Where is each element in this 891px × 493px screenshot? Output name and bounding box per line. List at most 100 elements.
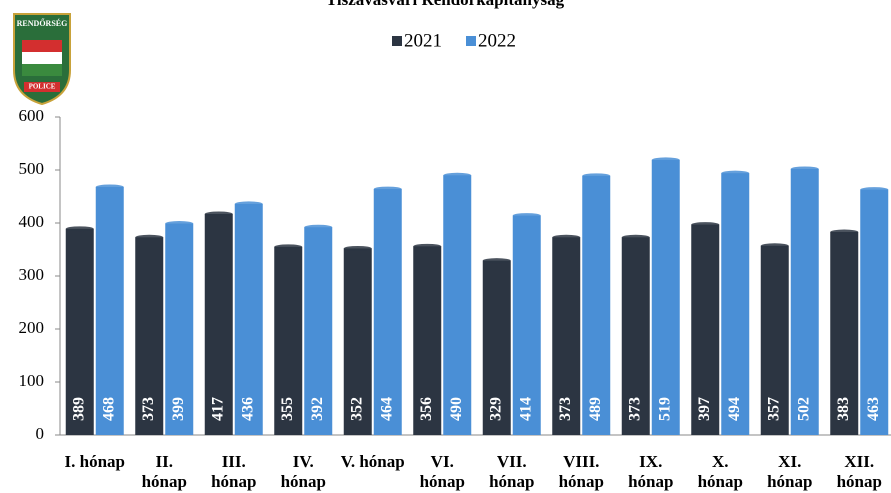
bar: [343, 248, 372, 435]
bar-top: [373, 186, 402, 192]
badge-text: RENDŐRSÉG: [17, 18, 68, 28]
bar: [621, 237, 650, 435]
bar-top: [65, 226, 94, 232]
bar: [721, 173, 750, 435]
value-label: 468: [100, 397, 117, 421]
bar: [512, 215, 541, 435]
bar-top: [343, 245, 372, 251]
x-tick-label: VIII. hónap: [558, 452, 604, 491]
bar: [165, 223, 194, 435]
value-label: 392: [309, 397, 326, 421]
bar: [582, 175, 611, 435]
x-tick-label: III. hónap: [211, 452, 257, 491]
value-label: 373: [626, 397, 643, 421]
x-tick-label: II. hónap: [141, 452, 187, 491]
bar-top: [443, 172, 472, 178]
x-tick-label: I. hónap: [64, 452, 125, 471]
value-label: 502: [795, 397, 812, 421]
bar: [790, 168, 819, 435]
x-tick-label: VI. hónap: [419, 452, 465, 491]
bar-top: [204, 211, 233, 217]
x-tick-label: XI. hónap: [767, 452, 813, 491]
bar: [651, 159, 680, 435]
bar-top: [830, 229, 859, 235]
x-tick-label: XII. hónap: [836, 452, 882, 491]
bar: [443, 175, 472, 436]
bar-top: [482, 258, 511, 264]
x-tick-label: V. hónap: [340, 452, 405, 471]
bar: [691, 224, 720, 435]
x-tick-label: IV. hónap: [280, 452, 326, 491]
x-tick-label: IX. hónap: [628, 452, 674, 491]
bar: [95, 186, 124, 435]
y-tick-label: 100: [19, 371, 45, 390]
value-label: 519: [656, 397, 673, 421]
value-label: 356: [418, 397, 435, 421]
bar-top: [651, 157, 680, 163]
legend-label: 2022: [478, 30, 516, 51]
bar-top: [691, 222, 720, 228]
badge-text: POLICE: [29, 83, 56, 91]
bar-top: [860, 187, 889, 193]
bar-top: [760, 243, 789, 249]
chart-title: Tiszavasvári Rendőrkapitányság: [326, 0, 565, 9]
bar-top: [304, 224, 333, 230]
bar-top: [274, 244, 303, 250]
bar: [135, 237, 164, 435]
bar-top: [95, 184, 124, 190]
value-label: 490: [448, 397, 465, 421]
value-label: 417: [209, 397, 226, 421]
value-label: 357: [765, 397, 782, 421]
bar: [234, 203, 263, 435]
legend-swatch: [466, 36, 476, 46]
bar-top: [790, 166, 819, 172]
value-label: 389: [70, 397, 87, 421]
value-label: 489: [587, 397, 604, 421]
value-label: 397: [696, 397, 713, 421]
y-tick-label: 600: [19, 106, 45, 125]
bar: [552, 237, 581, 435]
bar-top: [512, 213, 541, 219]
bar: [860, 189, 889, 435]
value-label: 329: [487, 397, 504, 421]
value-label: 464: [378, 397, 395, 421]
value-label: 355: [279, 397, 296, 421]
legend-label: 2021: [404, 30, 442, 51]
value-label: 373: [557, 397, 574, 421]
x-tick-label: VII. hónap: [489, 452, 535, 491]
x-tick-label: X. hónap: [697, 452, 743, 491]
value-label: 494: [726, 397, 743, 421]
bar: [274, 246, 303, 435]
legend-swatch: [392, 36, 402, 46]
bar-top: [413, 243, 442, 249]
value-label: 414: [517, 397, 534, 421]
y-tick-label: 0: [36, 424, 45, 443]
bar: [482, 260, 511, 435]
y-tick-label: 200: [19, 318, 45, 337]
value-label: 463: [865, 397, 882, 421]
bar: [413, 246, 442, 435]
bar: [65, 228, 94, 435]
bar: [760, 245, 789, 435]
bar: [304, 227, 333, 435]
value-label: 399: [170, 397, 187, 421]
bar: [830, 232, 859, 435]
bar: [373, 189, 402, 435]
bar-top: [234, 201, 263, 207]
value-label: 373: [140, 397, 157, 421]
y-tick-label: 400: [19, 212, 45, 231]
bar: [204, 213, 233, 435]
bar-top: [721, 170, 750, 176]
value-label: 383: [835, 397, 852, 421]
bar-top: [135, 234, 164, 240]
bar-top: [552, 234, 581, 240]
bar-top: [165, 221, 194, 227]
police-badge: RENDŐRSÉG POLICE: [13, 13, 71, 106]
y-tick-label: 300: [19, 265, 45, 284]
y-tick-label: 500: [19, 159, 45, 178]
value-label: 436: [239, 397, 256, 421]
bar-top: [582, 173, 611, 179]
bar-top: [621, 234, 650, 240]
